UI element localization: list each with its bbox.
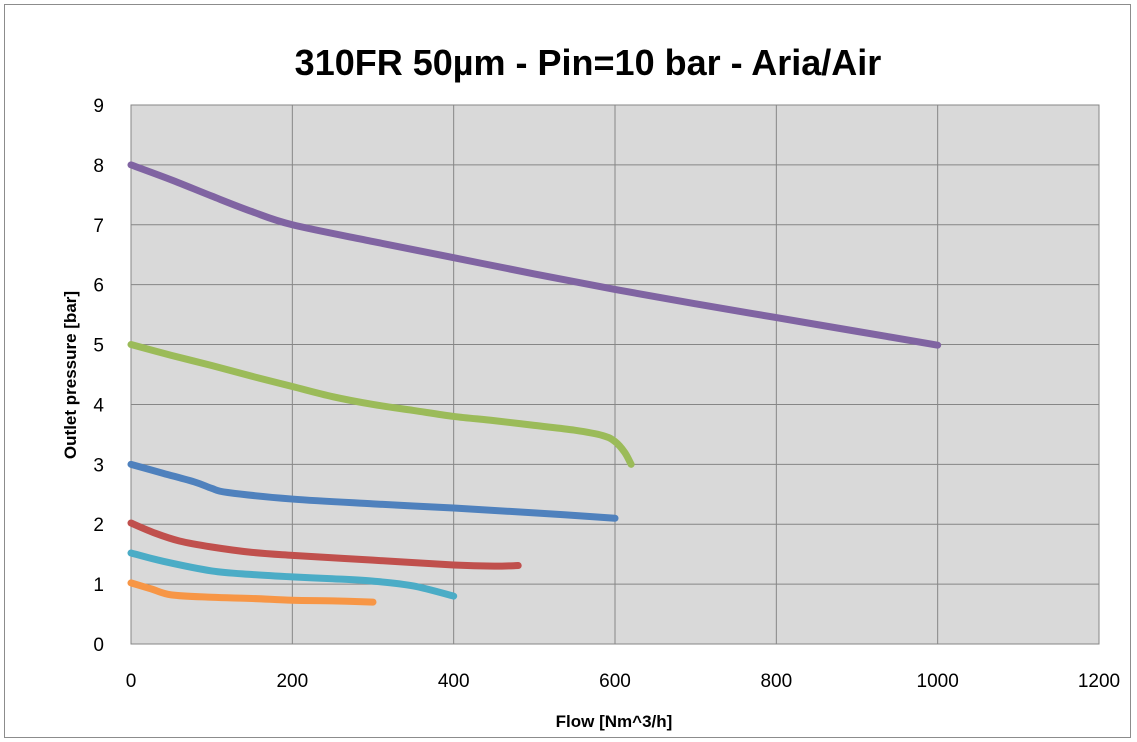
x-tick-label: 1000 (917, 671, 959, 692)
y-tick-label: 7 (93, 216, 104, 237)
y-tick-label: 4 (93, 395, 104, 416)
series-line-2 (127, 341, 635, 468)
x-tick-label: 800 (760, 671, 792, 692)
y-tick-label: 9 (93, 96, 104, 117)
y-axis-label: Outlet pressure [bar] (61, 291, 80, 459)
series-line-4 (127, 519, 522, 570)
x-tick-label: 200 (276, 671, 308, 692)
series-line-1 (127, 161, 942, 349)
y-tick-label: 3 (93, 455, 104, 476)
y-tick-labels: 0 1 2 3 4 5 6 7 8 9 (93, 96, 104, 656)
y-tick-label: 5 (93, 336, 104, 357)
chart-title: 310FR 50µm - Pin=10 bar - Aria/Air (295, 42, 882, 83)
x-tick-label: 400 (438, 671, 470, 692)
x-axis-label: Flow [Nm^3/h] (556, 712, 673, 731)
series-group (127, 161, 942, 606)
series-line-6 (127, 579, 377, 606)
x-tick-label: 600 (599, 671, 631, 692)
x-tick-label: 0 (126, 671, 137, 692)
series-line-3 (127, 460, 619, 522)
x-tick-label: 1200 (1078, 671, 1120, 692)
x-tick-labels: 0 200 400 600 800 1000 1200 (126, 671, 1120, 692)
y-tick-label: 8 (93, 156, 104, 177)
y-tick-label: 6 (93, 276, 104, 297)
y-tick-label: 2 (93, 515, 104, 536)
y-tick-label: 0 (93, 635, 104, 656)
series-line-5 (127, 549, 458, 600)
y-tick-label: 1 (93, 575, 104, 596)
